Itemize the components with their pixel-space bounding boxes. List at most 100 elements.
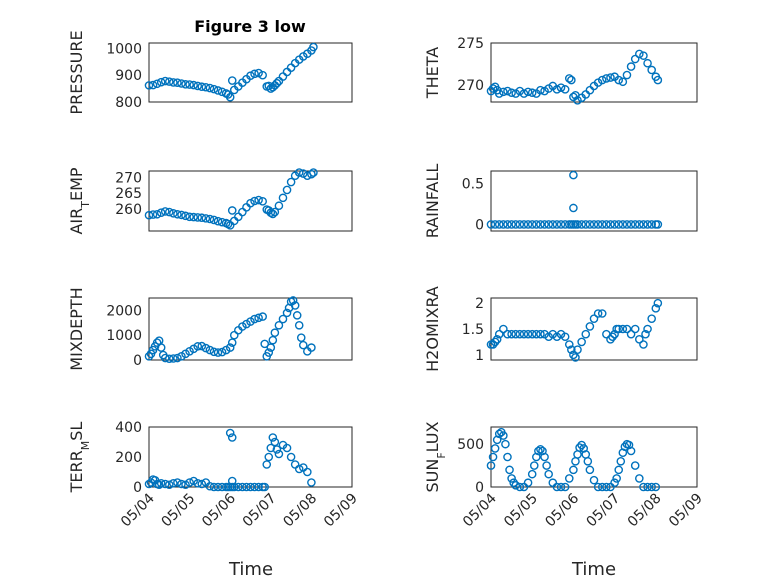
subplot-terr-msl: 05/04 05/05 05/06 05/07 05/08 05/09 0 200 400 TER… [67, 420, 361, 530]
data-point [560, 85, 570, 94]
y-tick-label: 0 [475, 217, 484, 233]
data-point [622, 324, 632, 334]
data-point [490, 444, 500, 453]
data-point [622, 70, 632, 80]
data-point [635, 220, 644, 229]
data-point [264, 348, 274, 357]
data-point [653, 220, 663, 229]
data-point [185, 478, 194, 487]
data-point [270, 437, 280, 447]
data-point [290, 301, 300, 310]
data-point [160, 76, 170, 86]
axes-box [490, 426, 698, 488]
data-point [552, 220, 562, 229]
data-point [144, 81, 154, 90]
data-point [185, 212, 194, 222]
axes-box [490, 42, 698, 103]
data-point [201, 82, 211, 92]
data-point [189, 80, 198, 90]
data-point [488, 340, 498, 349]
data-point [238, 482, 247, 492]
data-point [193, 81, 203, 91]
data-point [270, 207, 280, 217]
data-point [523, 220, 533, 229]
data-point [560, 220, 570, 229]
y-axis-label: H2OMIXRA [423, 286, 442, 372]
data-point [647, 314, 656, 323]
data-point [286, 177, 296, 187]
data-point [227, 338, 237, 347]
data-point [298, 340, 308, 350]
data-point [606, 220, 615, 229]
axes-box [148, 297, 353, 361]
data-point [651, 482, 661, 492]
data-point [294, 168, 304, 177]
data-point [511, 329, 521, 339]
data-point [593, 309, 603, 318]
y-axis-label: AIRTEMP [67, 167, 92, 234]
data-point [156, 208, 166, 217]
data-point [552, 85, 562, 94]
y-tick-label: 270 [457, 78, 484, 94]
data-point [505, 465, 514, 475]
data-point [527, 88, 537, 98]
y-tick-label: 2000 [106, 303, 142, 319]
y-tick-label: 0.5 [462, 176, 484, 192]
y-tick-label: 270 [115, 170, 142, 186]
data-point [169, 78, 178, 87]
data-point [643, 58, 652, 68]
x-axis-label-right: Time [571, 559, 616, 580]
figure-title: Figure 3 low [194, 17, 306, 36]
data-point [189, 212, 198, 222]
data-point [197, 479, 207, 489]
data-point [544, 220, 553, 229]
data-point [148, 210, 158, 219]
data-point [651, 304, 661, 313]
data-point [519, 89, 529, 98]
data-point [250, 314, 259, 324]
data-point [197, 341, 207, 351]
data-point [515, 482, 525, 492]
data-point [144, 351, 154, 361]
subplot-h2omixra: 1 1.5 2 H2OMIXRA [423, 286, 698, 372]
data-point [205, 214, 215, 224]
y-tick-label: 1000 [106, 41, 142, 57]
x-tick-label: 05/08 [280, 491, 320, 531]
data-point [250, 196, 259, 206]
data-point [181, 80, 190, 89]
data-point [164, 480, 174, 490]
data-point [294, 320, 304, 330]
data-point [268, 335, 278, 345]
data-point [503, 220, 512, 229]
data-point [274, 449, 284, 459]
data-point [185, 80, 194, 89]
data-point [309, 168, 318, 177]
data-point [523, 478, 533, 488]
data-point [266, 443, 276, 453]
data-point [610, 478, 619, 488]
y-tick-label: 500 [457, 437, 484, 453]
data-point [227, 206, 237, 215]
data-point [307, 478, 316, 487]
data-point [593, 482, 603, 492]
data-point [292, 311, 302, 320]
data-point [288, 296, 298, 305]
data-point [492, 335, 502, 344]
y-tick-label: 200 [115, 450, 142, 466]
data-point [160, 479, 170, 489]
data-point [173, 209, 182, 219]
data-point [614, 75, 624, 85]
data-point [209, 482, 219, 492]
data-point [173, 78, 182, 87]
data-point [227, 433, 237, 442]
data-point [499, 87, 508, 97]
data-point [501, 439, 510, 449]
subplot-mixdepth: 0 1000 2000 MIXDEPTH [67, 287, 353, 371]
x-tick-label: 05/06 [542, 490, 582, 530]
data-point [260, 482, 270, 492]
y-axis-label: SUNFLUX [423, 421, 448, 492]
data-point [589, 220, 599, 229]
data-point [258, 197, 267, 206]
data-point [564, 474, 574, 483]
data-point [564, 340, 574, 349]
